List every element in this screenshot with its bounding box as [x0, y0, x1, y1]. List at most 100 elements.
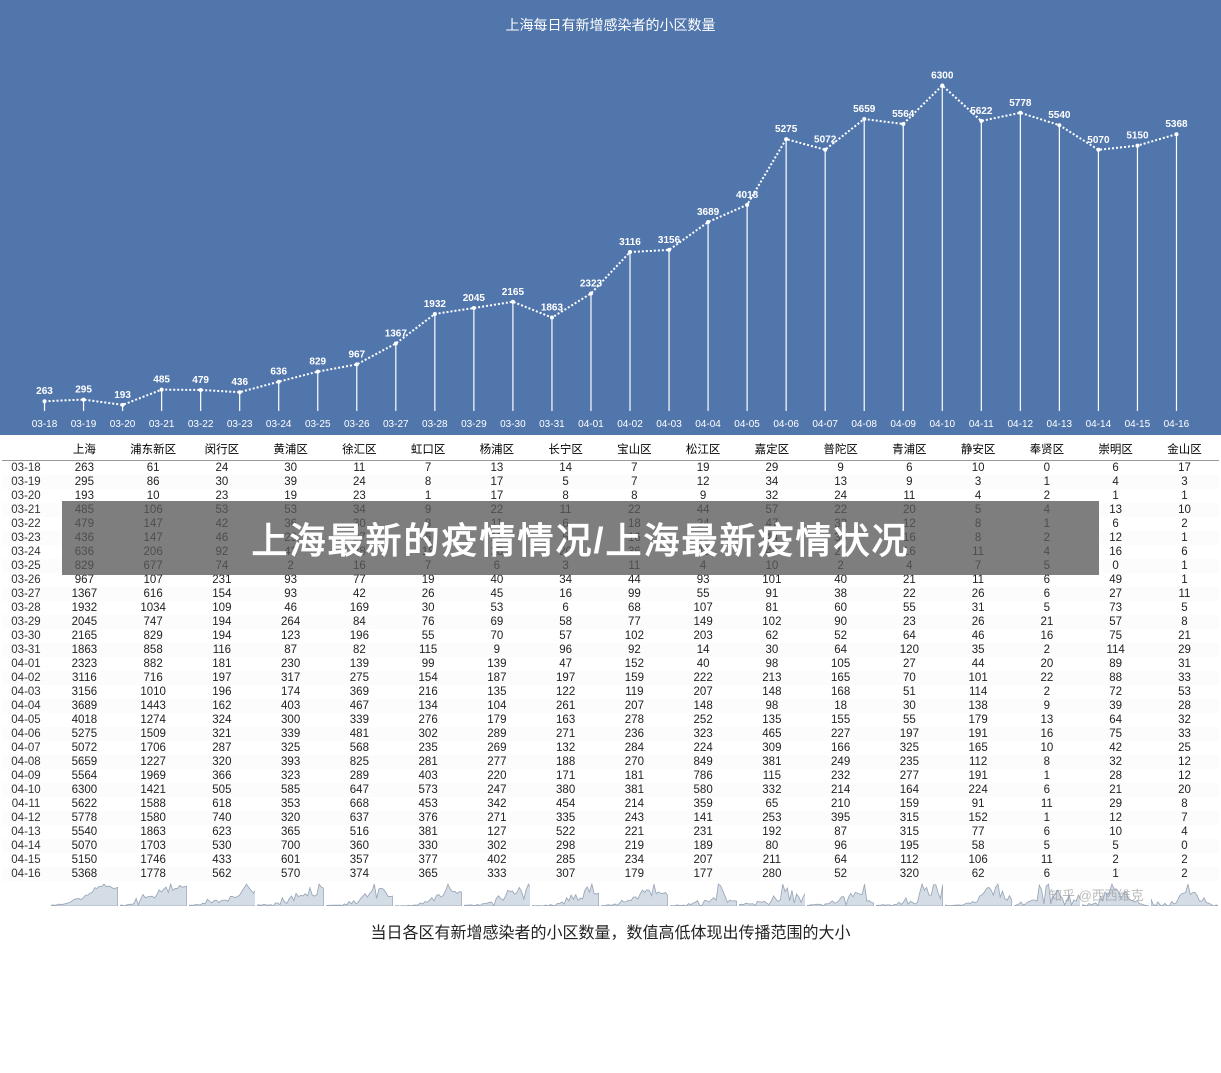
data-cell: 1706 [119, 741, 188, 755]
data-cell: 11 [1013, 797, 1082, 811]
data-cell: 91 [738, 587, 807, 601]
data-cell: 333 [463, 867, 532, 881]
data-cell: 275 [325, 671, 394, 685]
data-cell: 264 [256, 615, 325, 629]
data-cell: 16 [1013, 629, 1082, 643]
data-cell: 298 [531, 839, 600, 853]
data-cell: 882 [119, 657, 188, 671]
data-cell: 1588 [119, 797, 188, 811]
data-cell: 289 [463, 727, 532, 741]
data-cell: 6 [1013, 587, 1082, 601]
data-cell: 120 [875, 643, 944, 657]
date-cell: 03-27 [2, 587, 50, 601]
col-header: 黄浦区 [256, 440, 325, 461]
data-cell: 114 [944, 685, 1013, 699]
sparkline-cell [944, 881, 1013, 909]
svg-text:967: 967 [348, 349, 365, 360]
date-cell: 04-09 [2, 769, 50, 783]
data-cell: 192 [738, 825, 807, 839]
svg-text:3116: 3116 [619, 237, 641, 248]
data-cell: 216 [394, 685, 463, 699]
data-cell: 64 [806, 643, 875, 657]
data-cell: 122 [531, 685, 600, 699]
svg-text:436: 436 [231, 377, 248, 388]
data-cell: 2165 [50, 629, 119, 643]
data-cell: 75 [1081, 727, 1150, 741]
data-cell: 11 [1013, 853, 1082, 867]
data-cell: 253 [738, 811, 807, 825]
table-row: 04-1063001421505585647573247380381580332… [2, 783, 1219, 797]
data-cell: 165 [944, 741, 1013, 755]
data-cell: 24 [188, 461, 257, 476]
data-cell: 135 [463, 685, 532, 699]
data-cell: 1 [1013, 811, 1082, 825]
date-cell: 03-18 [2, 461, 50, 476]
data-cell: 39 [1081, 699, 1150, 713]
col-header: 上海 [50, 440, 119, 461]
data-cell: 7 [1150, 811, 1219, 825]
data-cell: 163 [531, 713, 600, 727]
svg-text:5778: 5778 [1009, 98, 1032, 109]
data-cell: 139 [325, 657, 394, 671]
data-cell: 69 [463, 615, 532, 629]
data-cell: 57 [531, 629, 600, 643]
data-cell: 1227 [119, 755, 188, 769]
date-cell: 04-03 [2, 685, 50, 699]
data-cell: 30 [394, 601, 463, 615]
data-cell: 1509 [119, 727, 188, 741]
data-cell: 197 [188, 671, 257, 685]
data-cell: 221 [600, 825, 669, 839]
data-cell: 5564 [50, 769, 119, 783]
data-cell: 101 [944, 671, 1013, 685]
sparkline-cell [531, 881, 600, 909]
data-cell: 14 [669, 643, 738, 657]
date-cell: 04-12 [2, 811, 50, 825]
data-cell: 295 [50, 475, 119, 489]
data-cell: 317 [256, 671, 325, 685]
data-cell: 46 [256, 601, 325, 615]
data-cell: 1274 [119, 713, 188, 727]
col-header: 嘉定区 [738, 440, 807, 461]
svg-text:263: 263 [36, 386, 53, 397]
sparkline-cell [119, 881, 188, 909]
data-cell: 637 [325, 811, 394, 825]
data-cell: 33 [1150, 671, 1219, 685]
data-cell: 187 [463, 671, 532, 685]
date-cell: 03-30 [2, 629, 50, 643]
data-cell: 159 [875, 797, 944, 811]
data-cell: 374 [325, 867, 394, 881]
data-cell: 285 [531, 853, 600, 867]
data-cell: 1421 [119, 783, 188, 797]
data-cell: 252 [669, 713, 738, 727]
data-cell: 6 [1013, 783, 1082, 797]
data-cell: 320 [875, 867, 944, 881]
data-cell: 210 [806, 797, 875, 811]
data-cell: 123 [256, 629, 325, 643]
sparkline-cell [394, 881, 463, 909]
data-cell: 44 [600, 573, 669, 587]
data-cell: 570 [256, 867, 325, 881]
col-header: 宝山区 [600, 440, 669, 461]
data-cell: 339 [325, 713, 394, 727]
data-cell: 380 [531, 783, 600, 797]
date-cell: 04-11 [2, 797, 50, 811]
date-cell: 04-08 [2, 755, 50, 769]
data-cell: 40 [806, 573, 875, 587]
data-cell: 1010 [119, 685, 188, 699]
data-cell: 277 [463, 755, 532, 769]
data-cell: 174 [256, 685, 325, 699]
data-cell: 166 [806, 741, 875, 755]
date-cell: 04-01 [2, 657, 50, 671]
svg-text:479: 479 [192, 375, 209, 386]
data-cell: 5 [531, 475, 600, 489]
data-cell: 700 [256, 839, 325, 853]
data-cell: 55 [669, 587, 738, 601]
table-row: 04-0540181274324300339276179163278252135… [2, 713, 1219, 727]
data-cell: 573 [394, 783, 463, 797]
data-cell: 99 [600, 587, 669, 601]
data-cell: 65 [738, 797, 807, 811]
data-cell: 381 [394, 825, 463, 839]
data-cell: 19 [669, 461, 738, 476]
data-cell: 72 [1081, 685, 1150, 699]
data-cell: 197 [531, 671, 600, 685]
